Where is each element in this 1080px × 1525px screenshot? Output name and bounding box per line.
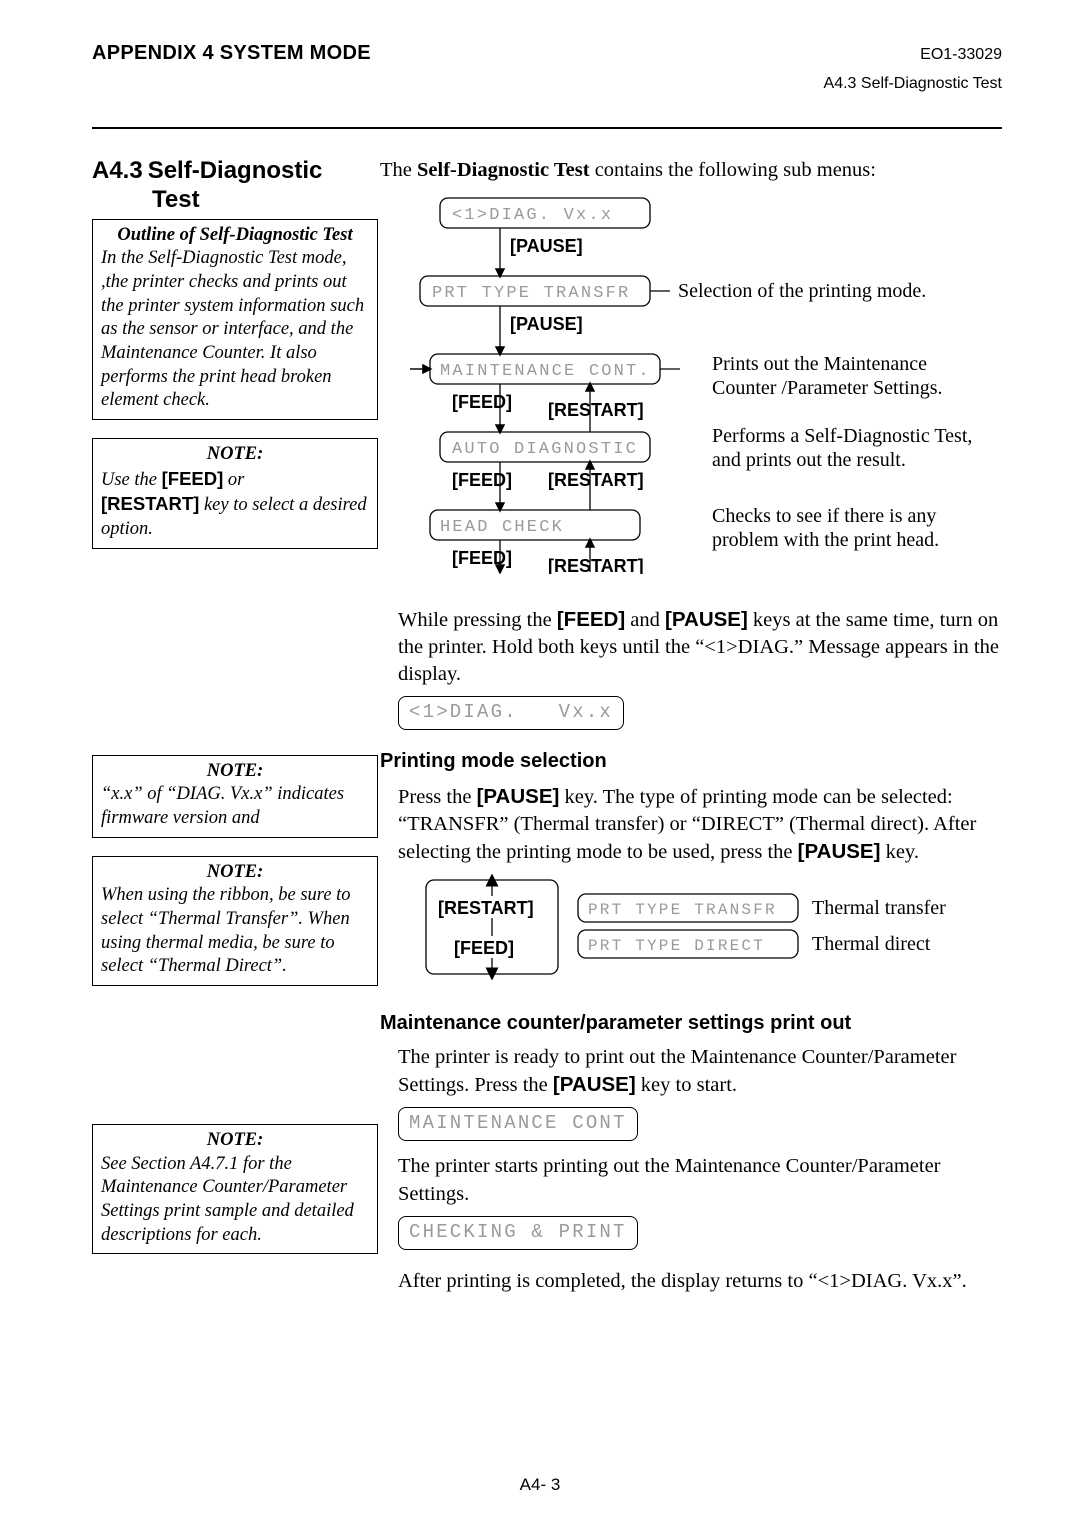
section-number: A4.3 (92, 157, 143, 184)
section-heading: A4.3 Self-Diagnostic Test (92, 157, 378, 215)
section-title-line1: Self-Diagnostic (148, 157, 323, 186)
intro-post: contains the following sub menus: (590, 159, 876, 181)
para-after-print: After printing is completed, the display… (380, 1268, 1002, 1295)
sel-feed: [FEED] (454, 938, 514, 958)
p1-t1: While pressing the (398, 609, 557, 631)
p1-t2: and (625, 609, 665, 631)
note-box-2: NOTE: “x.x” of “DIAG. Vx.x” indicates fi… (92, 755, 378, 838)
flow-feed-3: [FEED] (452, 548, 512, 568)
intro-bold: Self-Diagnostic Test (417, 159, 590, 181)
menu-flow-diagram: <1>DIAG. Vx.x PRT TYPE TRANSFR MAINTENAN… (380, 194, 1020, 574)
left-column: A4.3 Self-Diagnostic Test Outline of Sel… (92, 157, 378, 1254)
p2-t3: key. (880, 841, 919, 863)
flow-desc-3a: Prints out the Maintenance (712, 353, 927, 375)
flow-lcd5: HEAD CHECK (440, 518, 564, 537)
flow-pause-2: [PAUSE] (510, 314, 583, 334)
header-right-title: A4.3 Self-Diagnostic Test (92, 75, 1002, 93)
flow-restart-2: [RESTART] (548, 470, 644, 490)
heading-print-mode: Printing mode selection (380, 748, 1002, 774)
flow-feed-2: [FEED] (452, 470, 512, 490)
flow-restart-3: [RESTART] (548, 556, 644, 574)
lcd-maint-wrap: MAINTENANCE CONT (380, 1107, 1002, 1141)
note4-body: See Section A4.7.1 for the Maintenance C… (101, 1153, 369, 1248)
p1-b2: [PAUSE] (665, 608, 748, 631)
outline-box-body: In the Self-Diagnostic Test mode, ,the p… (101, 247, 369, 413)
section-title-line2: Test (92, 186, 378, 215)
sel-lab-a: Thermal transfer (812, 897, 946, 919)
p3-t2: key to start. (636, 1074, 737, 1096)
lcd-check: CHECKING & PRINT (398, 1216, 638, 1250)
note2-body: “x.x” of “DIAG. Vx.x” indicates firmware… (101, 783, 369, 830)
intro-line: The Self-Diagnostic Test contains the fo… (380, 157, 1002, 184)
flow-desc-3b: Counter /Parameter Settings. (712, 377, 943, 399)
p1-b1: [FEED] (557, 608, 625, 631)
lcd-maint: MAINTENANCE CONT (398, 1107, 638, 1141)
note3-body: When using the ribbon, be sure to select… (101, 884, 369, 979)
flow-desc-5a: Checks to see if there is any (712, 505, 936, 527)
sel-restart: [RESTART] (438, 898, 534, 918)
page-header: APPENDIX 4 SYSTEM MODE EO1-33029 A4.3 Se… (0, 0, 1080, 129)
para-print-mode: Press the [PAUSE] key. The type of print… (380, 783, 1002, 866)
flow-desc-2: Selection of the printing mode. (678, 280, 926, 302)
p2-b1: [PAUSE] (477, 785, 560, 808)
flow-pause-1: [PAUSE] (510, 236, 583, 256)
note4-head: NOTE: (101, 1129, 369, 1153)
note-box-4: NOTE: See Section A4.7.1 for the Mainten… (92, 1124, 378, 1254)
note1-head: NOTE: (101, 443, 369, 467)
flow-lcd3: MAINTENANCE CONT. (440, 362, 651, 381)
lcd-diag: <1>DIAG. Vx.x (398, 696, 624, 730)
flow-lcd4: AUTO DIAGNOSTIC (452, 440, 638, 459)
flow-desc-4a: Performs a Self-Diagnostic Test, (712, 425, 972, 447)
flow-restart-1: [RESTART] (548, 400, 644, 420)
note1-kw-feed: [FEED] (162, 468, 224, 489)
p2-b2: [PAUSE] (798, 840, 881, 863)
p2-t1: Press the (398, 786, 477, 808)
p3-b1: [PAUSE] (553, 1073, 636, 1096)
flow-desc-4b: and prints out the result. (712, 449, 906, 471)
header-row: APPENDIX 4 SYSTEM MODE EO1-33029 (92, 42, 1002, 65)
intro-pre: The (380, 159, 417, 181)
print-mode-select-diagram: [RESTART] [FEED] PRT TYPE TRANSFR PRT TY… (380, 874, 1002, 992)
flow-lcd1: <1>DIAG. Vx.x (452, 206, 613, 225)
right-column: The Self-Diagnostic Test contains the fo… (380, 157, 1002, 1295)
flow-lcd2: PRT TYPE TRANSFR (432, 284, 630, 303)
outline-box-head: Outline of Self-Diagnostic Test (101, 224, 369, 248)
para-power-on: While pressing the [FEED] and [PAUSE] ke… (380, 606, 1002, 688)
note2-head: NOTE: (101, 760, 369, 784)
note1-kw-restart: [RESTART] (101, 493, 199, 514)
heading-maint-print: Maintenance counter/parameter settings p… (380, 1010, 1002, 1036)
flow-desc-5b: problem with the print head. (712, 529, 939, 551)
note3-head: NOTE: (101, 861, 369, 885)
content: A4.3 Self-Diagnostic Test Outline of Sel… (0, 129, 1080, 1295)
note1-mid: or (223, 470, 244, 490)
note1-body: Use the [FEED] or [RESTART] key to selec… (101, 467, 369, 542)
sel-lcd-b: PRT TYPE DIRECT (588, 937, 765, 955)
sel-lab-b: Thermal direct (812, 933, 931, 955)
para-maint-2: The printer starts printing out the Main… (380, 1153, 1002, 1207)
note-box-1: NOTE: Use the [FEED] or [RESTART] key to… (92, 438, 378, 549)
header-right-code: EO1-33029 (920, 46, 1002, 64)
note-box-3: NOTE: When using the ribbon, be sure to … (92, 856, 378, 986)
para-maint-1: The printer is ready to print out the Ma… (380, 1044, 1002, 1099)
flow-feed-1: [FEED] (452, 392, 512, 412)
note1-pre: Use the (101, 470, 162, 490)
lcd-check-wrap: CHECKING & PRINT (380, 1216, 1002, 1250)
outline-box: Outline of Self-Diagnostic Test In the S… (92, 219, 378, 420)
page-number: A4- 3 (0, 1475, 1080, 1495)
lcd-diag-wrap: <1>DIAG. Vx.x (380, 696, 1002, 730)
header-left: APPENDIX 4 SYSTEM MODE (92, 42, 371, 65)
sel-lcd-a: PRT TYPE TRANSFR (588, 901, 777, 919)
